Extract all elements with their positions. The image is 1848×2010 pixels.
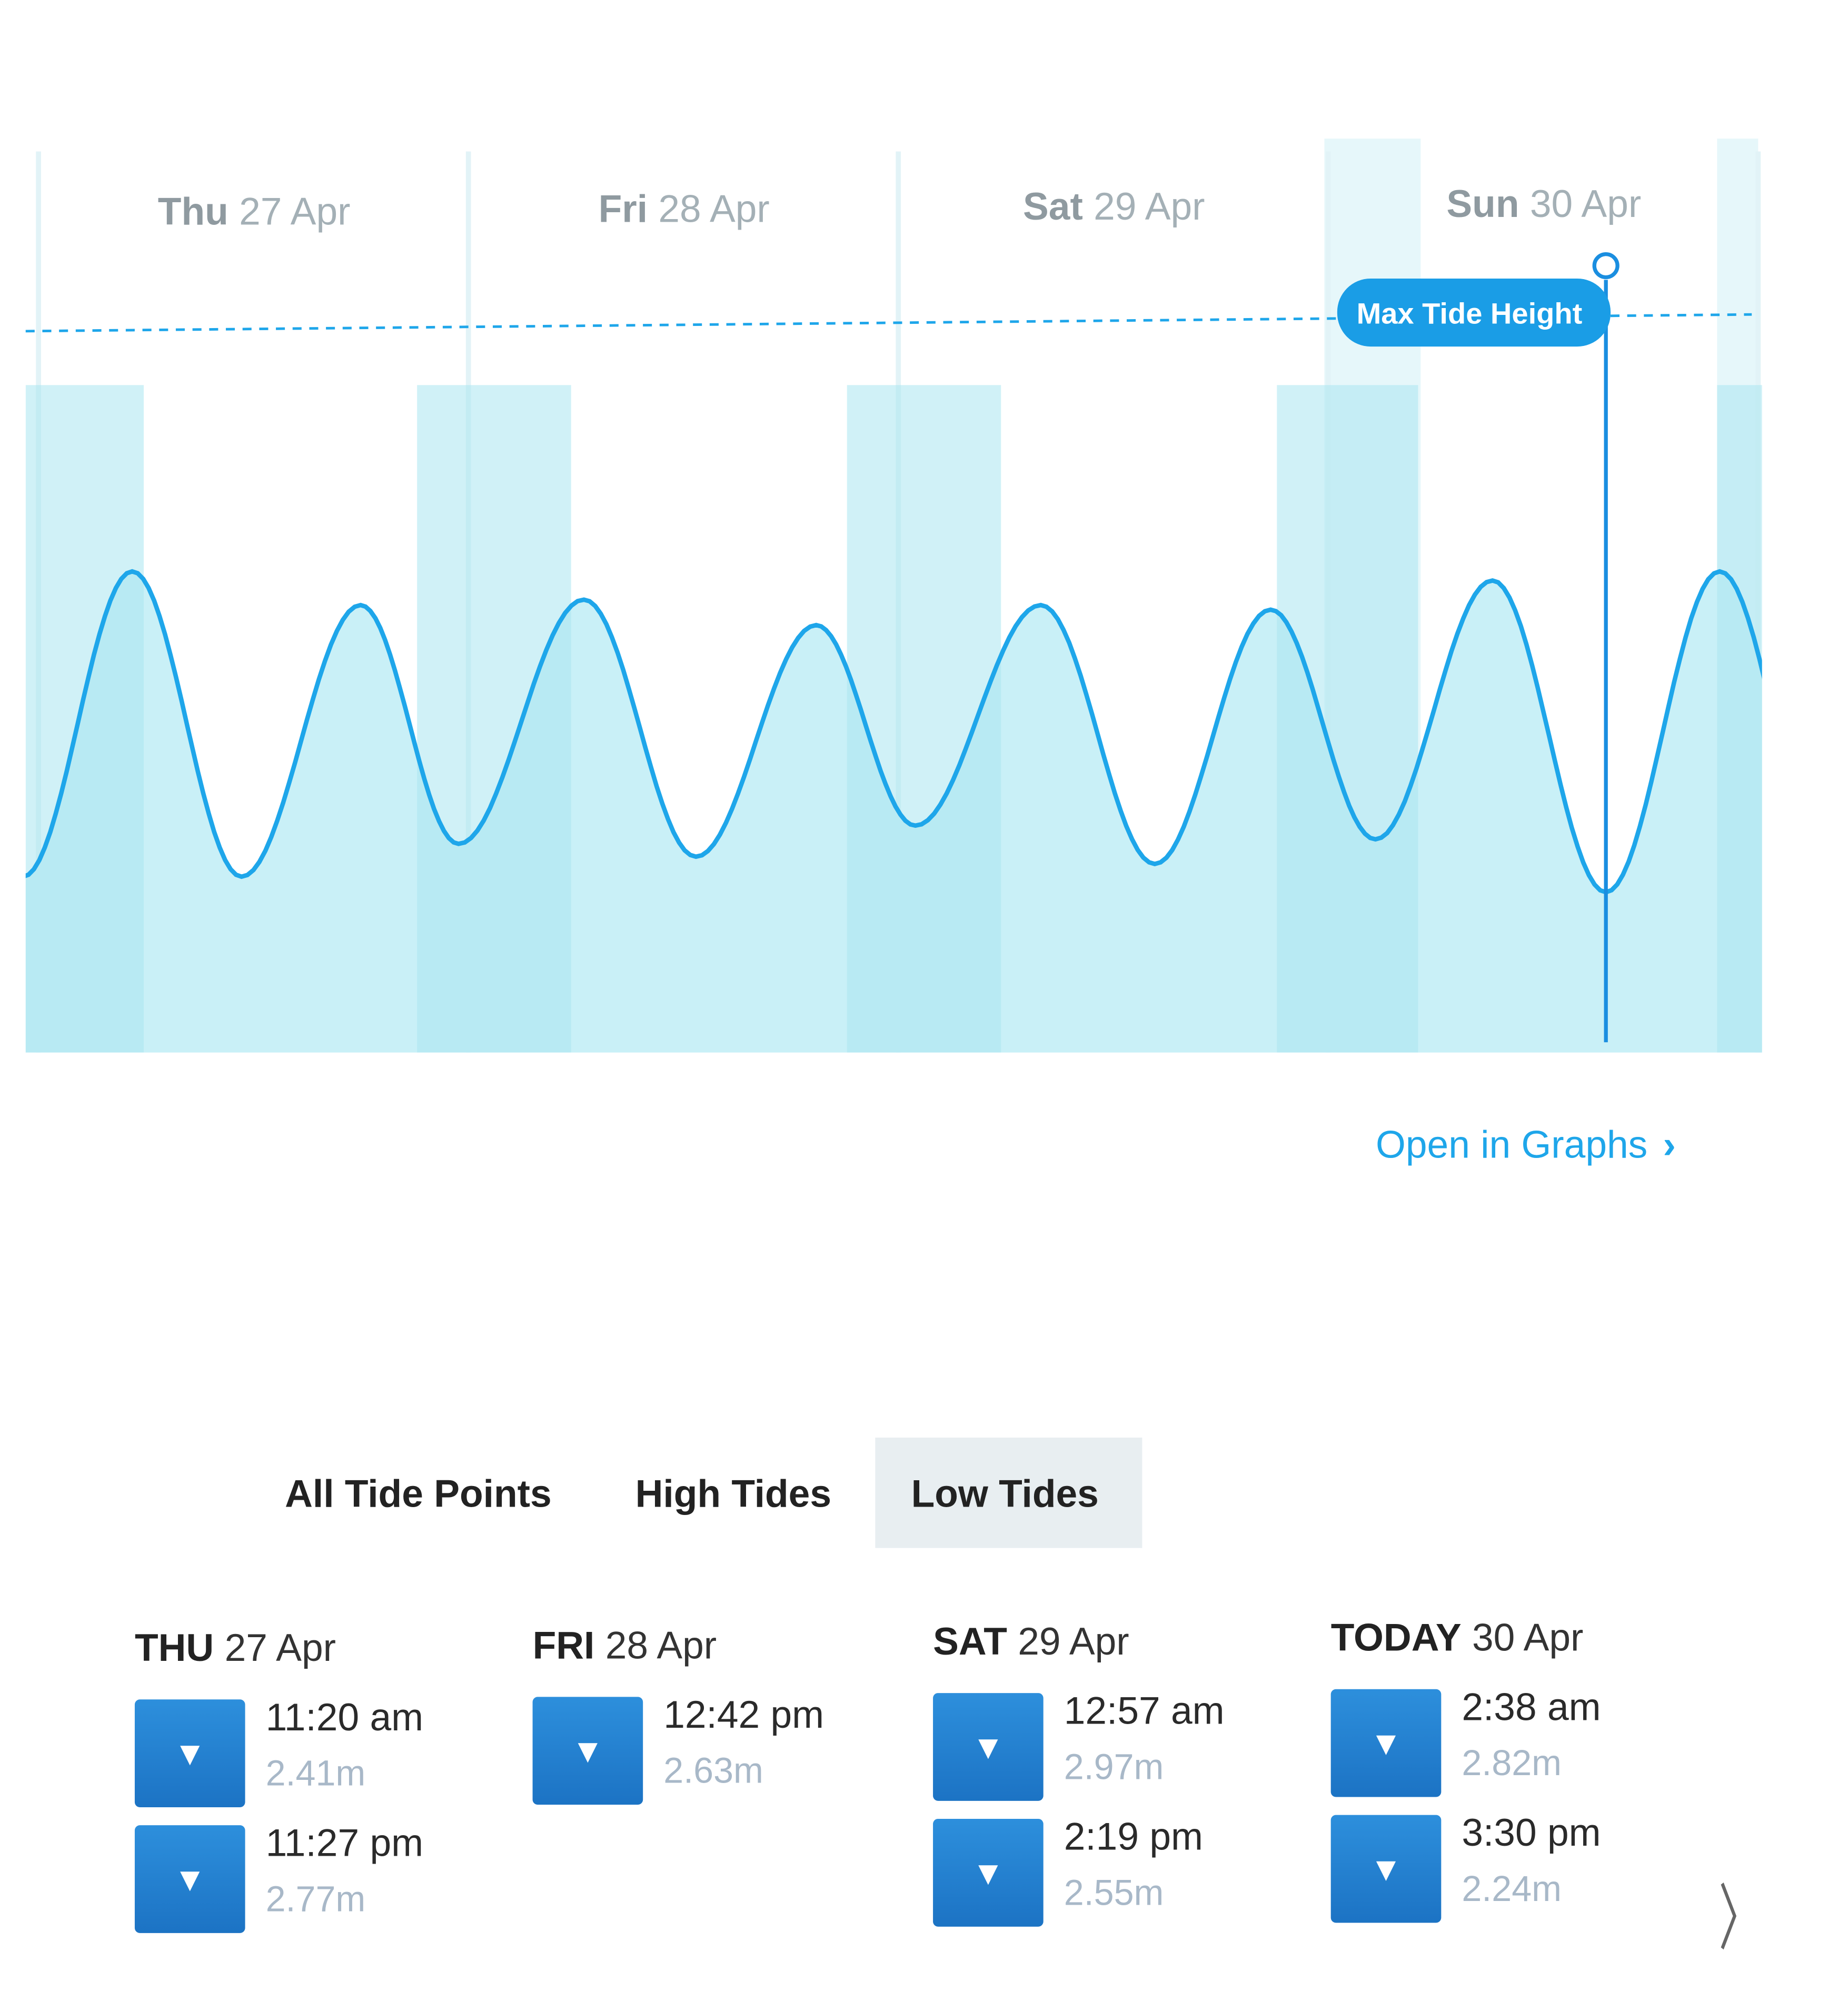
tide-entry[interactable]: ▼ 12:57 am 2.97m [933,1685,1305,1811]
night-bands [25,385,1762,1053]
tide-chart: Thu 27 Apr Fri 28 Apr Sat 29 Apr Sun 30 Apr… [25,138,1762,1053]
low-tide-tile: ▼ [1330,1689,1442,1797]
down-arrow-icon: ▼ [173,1733,207,1772]
tide-height: 2.97m [1064,1747,1164,1787]
tide-entry[interactable]: ▼ 2:38 am 2.82m [1330,1681,1703,1807]
day-label: Thu 27 Apr [158,191,351,233]
down-arrow-icon: ▼ [1369,1723,1403,1762]
day-name: SAT [933,1621,1007,1664]
tide-height: 2.41m [265,1753,366,1794]
day-label-date: 29 Apr [1094,185,1205,228]
low-tide-tile: ▼ [933,1818,1044,1927]
tide-time: 3:30 pm [1462,1812,1601,1855]
down-arrow-icon: ▼ [173,1859,207,1898]
next-arrow-icon[interactable]: 〉 [1718,1878,1762,1959]
tide-time: 2:19 pm [1064,1816,1203,1859]
current-time-handle[interactable] [1592,252,1620,280]
day-heading: SAT 29 Apr [933,1621,1305,1686]
tide-entry[interactable]: ▼ 11:27 pm 2.77m [134,1818,507,1944]
tide-time: 11:27 pm [265,1823,424,1865]
day-label-name: Fri [599,188,648,231]
day-name: TODAY [1330,1617,1462,1660]
open-in-graphs-link[interactable]: Open in Graphs › [1376,1124,1676,1168]
day-heading: THU 27 Apr [135,1628,507,1692]
max-tide-tooltip: Max Tide Height [1337,278,1611,347]
day-label-name: Sun [1446,183,1519,225]
tide-time: 11:20 am [265,1697,424,1739]
down-arrow-icon: ▼ [971,1853,1005,1892]
tab-low-tides[interactable]: Low Tides [875,1438,1142,1548]
day-column: THU 27 Apr ▼ 11:20 am 2.41m ▼ 11:27 pm 2.7… [134,1628,507,1944]
down-arrow-icon: ▼ [971,1727,1005,1766]
day-column: FRI 28 Apr ▼ 12:42 pm 2.63m [532,1625,905,1815]
day-labels: Thu 27 Apr Fri 28 Apr Sat 29 Apr Sun 30 Apr [158,183,1641,233]
day-name: THU [134,1627,214,1670]
down-arrow-icon: ▼ [571,1730,604,1770]
day-label-date: 30 Apr [1530,183,1641,225]
down-arrow-icon: ▼ [1369,1849,1403,1888]
tide-height: 2.82m [1462,1743,1562,1783]
tide-line [25,569,1762,895]
day-date: 28 Apr [605,1625,717,1668]
tide-entry[interactable]: ▼ 2:19 pm 2.55m [933,1811,1305,1937]
day-column: TODAY 30 Apr ▼ 2:38 am 2.82m ▼ 3:30 pm 2.2… [1330,1617,1703,1933]
day-date: 29 Apr [1018,1621,1129,1664]
tide-time: 12:57 am [1064,1690,1225,1733]
low-tide-tile: ▼ [134,1825,245,1933]
low-tide-tile: ▼ [532,1697,643,1805]
tab-high-tides[interactable]: High Tides [635,1473,832,1516]
chevron-right-icon: › [1663,1124,1676,1167]
day-date: 27 Apr [224,1627,336,1670]
day-label-date: 27 Apr [239,191,350,233]
low-tide-tile: ▼ [1330,1815,1442,1923]
day-label: Sun 30 Apr [1446,183,1641,225]
tide-height: 2.24m [1462,1869,1562,1909]
day-date: 30 Apr [1472,1617,1584,1660]
day-label: Sat 29 Apr [1023,185,1205,228]
day-label-name: Thu [158,191,228,233]
day-heading: FRI 28 Apr [533,1625,905,1689]
tide-entry[interactable]: ▼ 3:30 pm 2.24m [1330,1807,1703,1933]
max-tide-label: Max Tide Height [1357,296,1583,330]
tide-height: 2.63m [663,1750,763,1791]
open-in-graphs-label: Open in Graphs [1376,1124,1648,1167]
tide-height: 2.77m [265,1879,366,1919]
day-label: Fri 28 Apr [599,188,770,231]
tide-entry[interactable]: ▼ 11:20 am 2.41m [134,1692,507,1818]
tide-entry[interactable]: ▼ 12:42 pm 2.63m [532,1689,905,1815]
tide-height: 2.55m [1064,1873,1164,1913]
day-label-name: Sat [1023,185,1083,228]
day-heading: TODAY 30 Apr [1331,1617,1703,1681]
tide-time: 12:42 pm [663,1694,824,1737]
day-column: SAT 29 Apr ▼ 12:57 am 2.97m ▼ 2:19 pm 2.55… [933,1621,1305,1937]
day-name: FRI [532,1625,595,1668]
low-tide-tile: ▼ [933,1693,1044,1801]
day-label-date: 28 Apr [658,188,769,231]
tide-time: 2:38 am [1462,1686,1601,1729]
tab-all-tide-points[interactable]: All Tide Points [285,1473,552,1516]
low-tide-tile: ▼ [134,1699,245,1807]
